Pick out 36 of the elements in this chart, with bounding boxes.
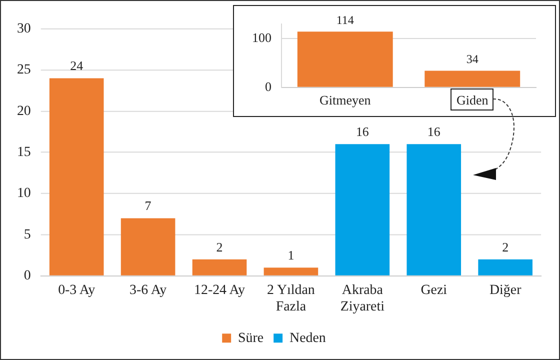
bar: [478, 259, 532, 276]
x-tick-label: 2 Yıldan Fazla: [267, 282, 315, 315]
bar: [264, 268, 318, 276]
x-tick-label: Akraba Ziyareti: [340, 282, 385, 315]
x-tick-label: 0-3 Ay: [58, 282, 96, 298]
bar: [335, 144, 390, 276]
y-tick-label: 20: [16, 104, 31, 119]
data-label: 1: [288, 248, 294, 263]
data-label: 34: [466, 52, 478, 66]
data-label: 16: [427, 124, 441, 140]
bar: [49, 78, 104, 276]
y-tick-label: 0: [265, 78, 272, 94]
y-tick-label: 5: [24, 227, 31, 242]
x-tick-label: Diğer: [489, 282, 522, 298]
x-tick-label: Gezi: [420, 282, 448, 298]
x-tick-label: 12-24 Ay: [194, 282, 246, 298]
data-label: 2: [502, 239, 509, 254]
x-tick-label: Gitmeyen: [319, 92, 372, 108]
data-label: 114: [336, 12, 354, 27]
legend-label: Süre: [238, 330, 264, 346]
y-tick-label: 0: [24, 268, 31, 284]
y-tick-label: 30: [16, 22, 31, 36]
x-tick-label: Giden: [456, 92, 489, 108]
bar: [406, 144, 462, 276]
data-label: 2: [216, 239, 223, 254]
y-tick-label: 100: [252, 30, 272, 45]
bar: [120, 218, 176, 276]
data-label: 7: [144, 198, 152, 214]
legend-label: Neden: [290, 330, 326, 346]
x-tick-label: 3-6 Ay: [130, 282, 167, 298]
data-label: 24: [70, 58, 84, 74]
y-tick-label: 10: [16, 186, 31, 202]
data-label: 16: [356, 124, 370, 140]
bar: [192, 259, 247, 276]
y-tick-label: 15: [16, 145, 31, 160]
y-tick-label: 25: [16, 62, 31, 78]
